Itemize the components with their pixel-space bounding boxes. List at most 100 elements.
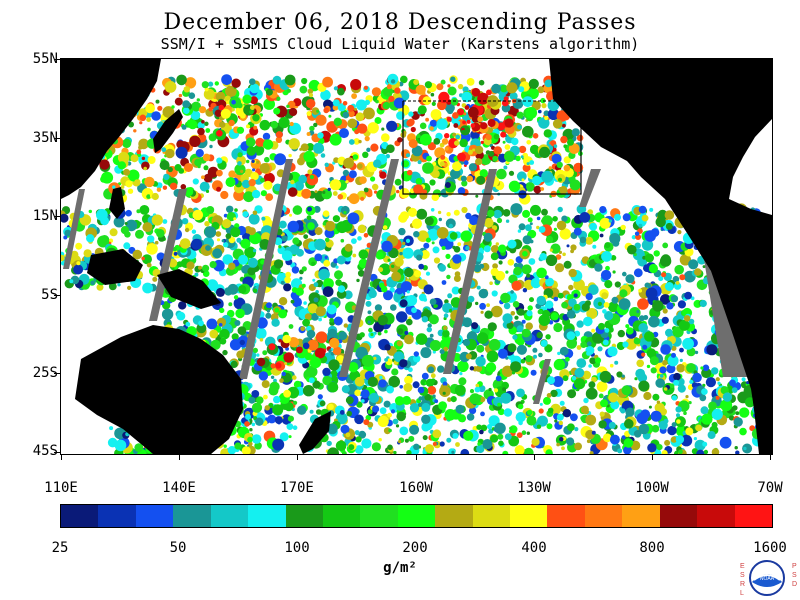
cloud-patch xyxy=(384,358,388,362)
cloud-patch xyxy=(348,170,357,179)
cloud-patch xyxy=(571,128,580,137)
cloud-patch xyxy=(412,381,420,389)
cloud-patch xyxy=(433,138,441,145)
cloud-patch xyxy=(208,107,213,112)
cloud-patch xyxy=(641,239,654,251)
cloud-patch xyxy=(471,87,481,97)
cloud-patch xyxy=(248,178,256,187)
cloud-patch xyxy=(314,227,323,236)
cloud-patch xyxy=(255,137,265,147)
cloud-patch xyxy=(332,346,342,356)
cloud-patch xyxy=(674,264,684,275)
cloud-patch xyxy=(517,403,524,410)
cloud-patch xyxy=(278,338,282,343)
cloud-patch xyxy=(127,188,134,194)
cloud-patch xyxy=(618,298,631,310)
cloud-patch xyxy=(136,209,141,214)
cloud-patch xyxy=(302,342,310,350)
cloud-patch xyxy=(278,245,282,249)
cloud-patch xyxy=(434,399,439,404)
cloud-patch xyxy=(256,357,266,367)
cloud-patch xyxy=(501,365,514,377)
cloud-patch xyxy=(699,394,707,402)
cloud-patch xyxy=(345,432,351,438)
cloud-patch xyxy=(142,254,152,265)
cloud-patch xyxy=(255,417,264,426)
cloud-patch xyxy=(64,229,72,237)
cloud-patch xyxy=(439,441,445,447)
cloud-patch xyxy=(591,376,597,383)
cloud-patch xyxy=(284,401,294,412)
cloud-patch xyxy=(688,318,695,325)
cloud-patch xyxy=(184,163,193,172)
cloud-patch xyxy=(259,163,270,174)
cloud-patch xyxy=(665,328,673,337)
cloud-patch xyxy=(220,108,231,119)
cloud-patch xyxy=(268,338,276,346)
colorbar-cell xyxy=(98,505,136,527)
cloud-patch xyxy=(544,302,552,309)
cloud-patch xyxy=(201,81,209,89)
cloud-patch xyxy=(335,440,347,452)
cloud-patch xyxy=(270,120,279,129)
cloud-patch xyxy=(161,308,174,320)
cloud-patch xyxy=(427,385,437,395)
cloud-patch xyxy=(511,137,519,146)
cloud-patch xyxy=(604,311,614,321)
cloud-patch xyxy=(430,109,442,120)
cloud-patch xyxy=(345,180,349,184)
cloud-patch xyxy=(421,316,429,323)
cloud-patch xyxy=(424,216,434,226)
cloud-patch xyxy=(701,388,708,396)
cloud-patch xyxy=(394,396,405,406)
cloud-patch xyxy=(270,375,275,379)
cloud-patch xyxy=(313,122,318,128)
cloud-patch xyxy=(237,326,247,335)
cloud-patch xyxy=(300,326,306,332)
cloud-patch xyxy=(350,79,362,91)
cloud-patch xyxy=(538,117,550,129)
cloud-patch xyxy=(431,241,435,245)
cloud-patch xyxy=(465,353,472,360)
cloud-patch xyxy=(406,318,413,326)
cloud-patch xyxy=(669,383,675,389)
cloud-patch xyxy=(512,334,518,340)
cloud-patch xyxy=(508,180,521,192)
cloud-patch xyxy=(357,163,363,169)
cloud-patch xyxy=(157,105,163,111)
cloud-patch xyxy=(308,377,315,384)
colorbar-cell xyxy=(61,505,99,527)
cloud-patch xyxy=(702,441,708,447)
cloud-patch xyxy=(419,133,432,146)
cloud-patch xyxy=(123,242,131,250)
cloud-patch xyxy=(446,274,451,280)
cloud-patch xyxy=(394,257,404,267)
cloud-patch xyxy=(546,393,552,398)
cloud-patch xyxy=(432,161,437,166)
cloud-patch xyxy=(659,366,667,374)
cloud-patch xyxy=(422,96,432,106)
cloud-patch xyxy=(214,109,223,117)
cloud-patch xyxy=(265,193,274,202)
cloud-patch xyxy=(324,162,329,167)
cloud-patch xyxy=(677,300,687,309)
cloud-patch xyxy=(307,339,319,351)
cloud-patch xyxy=(179,238,191,249)
cloud-patch xyxy=(367,310,372,315)
cloud-patch xyxy=(570,244,577,251)
cloud-patch xyxy=(487,209,495,218)
cloud-patch xyxy=(446,116,452,122)
cloud-patch xyxy=(653,250,660,257)
cloud-patch xyxy=(462,338,471,347)
cloud-patch xyxy=(637,373,648,383)
cloud-patch xyxy=(719,436,732,449)
cloud-patch xyxy=(559,186,568,195)
cloud-patch xyxy=(147,127,151,132)
cloud-patch xyxy=(301,188,312,199)
cloud-patch xyxy=(553,296,559,302)
cloud-patch xyxy=(454,140,460,146)
cloud-patch xyxy=(83,249,92,258)
cloud-patch xyxy=(483,217,494,228)
cloud-patch xyxy=(270,363,276,369)
cloud-patch xyxy=(159,160,170,171)
